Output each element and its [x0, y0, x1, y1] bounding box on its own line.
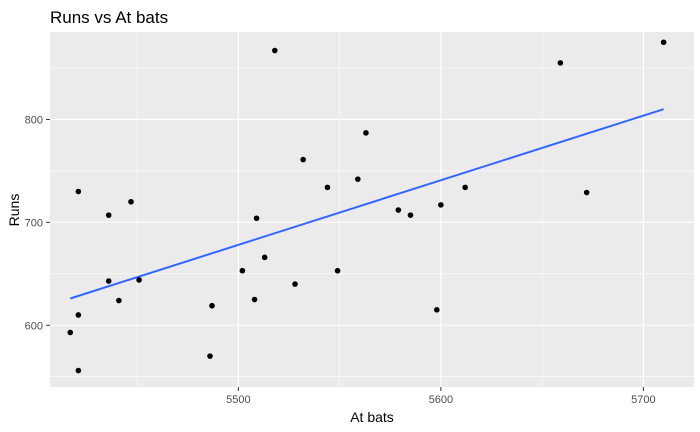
- y-tick-label: 800: [25, 114, 43, 126]
- data-point: [75, 312, 82, 318]
- x-axis-ticks: 5500 5600 5700: [226, 387, 656, 406]
- data-point: [75, 188, 82, 195]
- minor-gridlines: [50, 32, 694, 387]
- data-point: [105, 212, 112, 218]
- data-point: [209, 302, 215, 309]
- plot-panel: [50, 32, 694, 387]
- y-tick-label: 700: [25, 217, 43, 229]
- data-point: [407, 212, 414, 218]
- data-point: [75, 367, 82, 374]
- data-point: [395, 207, 402, 213]
- trend-line: [69, 108, 664, 300]
- data-point: [239, 267, 246, 274]
- trend-line-layer: [69, 108, 664, 300]
- data-point: [105, 278, 112, 284]
- data-point: [128, 198, 134, 205]
- data-point: [324, 184, 331, 191]
- data-points: [67, 39, 667, 374]
- data-point: [116, 297, 122, 304]
- major-gridlines: [50, 32, 694, 387]
- x-tick-label: 5500: [226, 394, 250, 406]
- data-point: [355, 176, 361, 182]
- y-tick-label: 600: [25, 320, 43, 332]
- y-axis-label: Runs: [6, 194, 22, 227]
- x-axis-label: At bats: [350, 409, 394, 425]
- data-point: [207, 353, 213, 359]
- data-point: [660, 39, 667, 46]
- data-point: [363, 130, 369, 136]
- y-axis-ticks: 600 700 800: [25, 114, 50, 332]
- data-point: [251, 296, 258, 303]
- data-point: [67, 329, 74, 336]
- data-point: [300, 156, 306, 163]
- chart-title: Runs vs At bats: [50, 8, 168, 27]
- data-point: [136, 277, 142, 283]
- data-point: [557, 60, 564, 66]
- data-point: [261, 254, 268, 261]
- data-point: [462, 184, 468, 191]
- data-point: [583, 189, 590, 196]
- data-point: [292, 281, 298, 287]
- x-tick-label: 5600: [429, 394, 453, 406]
- data-point: [334, 267, 341, 274]
- data-point: [438, 202, 444, 208]
- data-point: [253, 215, 260, 222]
- data-point: [271, 47, 278, 54]
- x-tick-label: 5700: [631, 394, 655, 406]
- data-point: [434, 307, 440, 313]
